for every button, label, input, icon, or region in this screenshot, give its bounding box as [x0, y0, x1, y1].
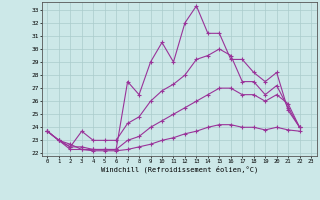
- X-axis label: Windchill (Refroidissement éolien,°C): Windchill (Refroidissement éolien,°C): [100, 165, 258, 173]
